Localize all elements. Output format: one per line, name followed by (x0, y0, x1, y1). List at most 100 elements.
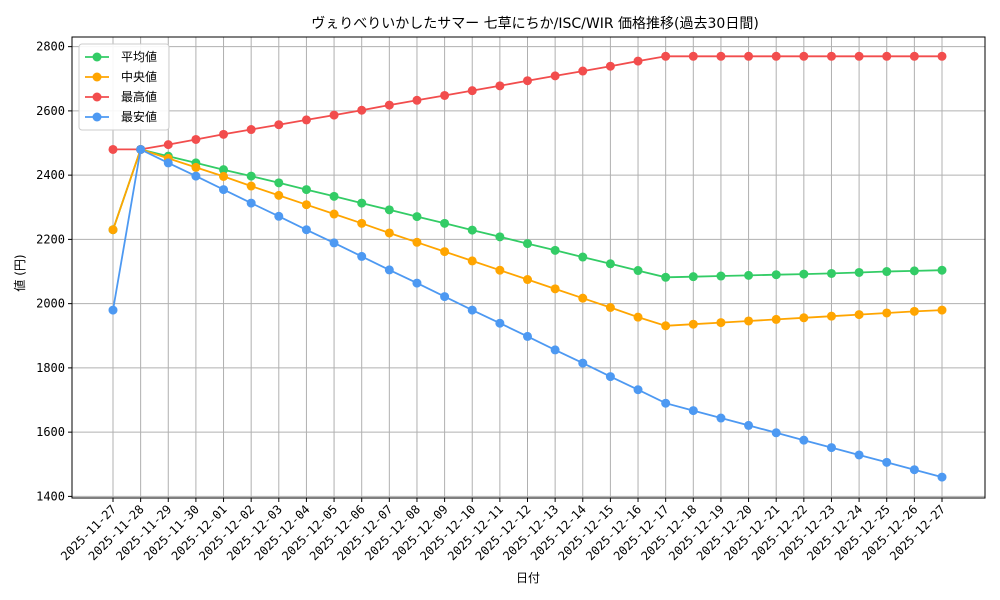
data-point (274, 120, 284, 130)
data-point (771, 51, 781, 61)
data-point (605, 259, 615, 269)
data-point (246, 181, 256, 191)
data-point (688, 51, 698, 61)
data-point (661, 51, 671, 61)
data-point (274, 178, 284, 188)
data-point (854, 51, 864, 61)
data-point (329, 110, 339, 120)
data-point (633, 266, 643, 276)
data-point (384, 100, 394, 110)
data-point (605, 372, 615, 382)
data-point (219, 171, 229, 181)
data-point (633, 56, 643, 66)
data-point (495, 81, 505, 91)
legend-label: 平均値 (121, 49, 157, 64)
data-point (219, 129, 229, 139)
data-point (688, 406, 698, 416)
data-point (219, 165, 229, 175)
data-point (826, 311, 836, 321)
data-point (412, 212, 422, 222)
series-4 (108, 144, 947, 482)
y-tick-label: 2800 (36, 40, 65, 54)
data-point (440, 90, 450, 100)
data-point (661, 321, 671, 331)
data-point (744, 316, 754, 326)
data-point (550, 71, 560, 81)
data-point (771, 314, 781, 324)
data-point (909, 51, 919, 61)
data-point (578, 66, 588, 76)
data-point (523, 239, 532, 249)
data-point (219, 185, 229, 195)
data-point (882, 308, 892, 318)
data-point (882, 51, 892, 61)
data-point (826, 443, 836, 453)
data-point (550, 284, 560, 294)
data-point (771, 270, 781, 280)
data-point (467, 225, 477, 235)
data-point (357, 105, 367, 115)
data-point (440, 292, 450, 302)
data-point (246, 125, 256, 135)
data-point (909, 266, 919, 276)
data-point (108, 305, 118, 315)
series-group (108, 51, 947, 482)
data-point (744, 51, 754, 61)
data-point (744, 420, 754, 430)
y-tick-label: 1400 (36, 489, 65, 503)
data-point (854, 310, 864, 320)
series-3 (108, 51, 947, 154)
data-point (357, 218, 367, 228)
data-point (826, 51, 836, 61)
data-point (633, 312, 643, 322)
data-point (523, 331, 532, 341)
data-point (108, 144, 118, 154)
data-point (495, 232, 505, 242)
legend-label: 最安値 (121, 109, 157, 124)
legend-swatch-marker (92, 72, 102, 82)
y-ticks: 1400 1600 1800 2000 2200 2400 2600 2800 (36, 40, 72, 503)
data-point (578, 358, 588, 368)
data-point (633, 385, 643, 395)
data-point (495, 318, 505, 328)
data-point (274, 211, 284, 221)
data-point (688, 319, 698, 329)
data-point (136, 144, 146, 154)
data-point (523, 275, 532, 285)
data-point (467, 256, 477, 266)
data-point (384, 228, 394, 238)
data-point (412, 95, 422, 105)
data-point (799, 269, 809, 279)
data-point (301, 225, 311, 235)
data-point (854, 450, 864, 460)
series-1 (108, 144, 947, 282)
data-point (882, 457, 892, 467)
data-point (937, 265, 947, 275)
data-point (495, 265, 505, 275)
data-point (661, 398, 671, 408)
data-point (357, 198, 367, 208)
data-point (716, 271, 726, 281)
data-point (661, 272, 671, 282)
data-point (329, 238, 339, 248)
data-point (799, 313, 809, 323)
data-point (578, 293, 588, 303)
data-point (440, 247, 450, 257)
legend-label: 最高値 (121, 89, 157, 104)
data-point (799, 51, 809, 61)
data-point (909, 465, 919, 475)
data-point (716, 318, 726, 328)
chart-title: ヴぇりべりいかしたサマー 七草にちか/ISC/WIR 価格推移(過去30日間) (311, 15, 759, 32)
data-point (882, 267, 892, 277)
data-point (412, 237, 422, 247)
data-point (550, 345, 560, 355)
y-tick-label: 2200 (36, 232, 65, 246)
y-tick-label: 1600 (36, 425, 65, 439)
data-point (301, 200, 311, 210)
data-point (246, 171, 256, 181)
data-point (467, 86, 477, 96)
data-point (467, 305, 477, 315)
data-point (357, 251, 367, 261)
